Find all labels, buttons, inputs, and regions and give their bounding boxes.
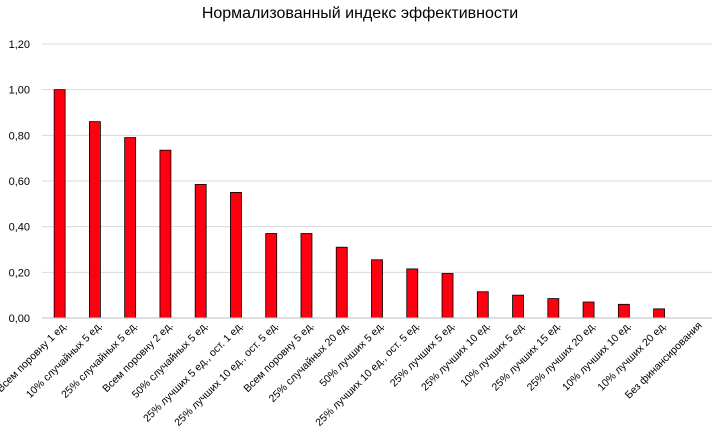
x-category-label: 25% лучших 5 ед. bbox=[388, 320, 458, 390]
x-axis-labels: Всем поровну 1 ед.10% случайных 5 ед.25%… bbox=[0, 320, 704, 429]
chart-title: Нормализованный индекс эффективности bbox=[202, 5, 518, 22]
bar bbox=[406, 268, 419, 319]
bar bbox=[441, 273, 454, 319]
bar bbox=[582, 301, 595, 319]
y-tick-label: 0,40 bbox=[9, 222, 30, 234]
bar bbox=[53, 89, 66, 319]
bar bbox=[512, 294, 524, 319]
y-tick-label: 1,20 bbox=[9, 39, 30, 51]
y-tick-label: 0,80 bbox=[9, 130, 30, 142]
bar bbox=[230, 192, 242, 319]
bars bbox=[53, 89, 666, 319]
bar bbox=[476, 291, 489, 319]
bar bbox=[124, 137, 137, 319]
x-category-label: 50% лучших 5 ед. bbox=[317, 320, 387, 390]
bar bbox=[159, 149, 172, 319]
bar bbox=[300, 233, 313, 319]
bar bbox=[547, 298, 560, 319]
bar bbox=[617, 303, 630, 319]
y-tick-label: 0,00 bbox=[9, 313, 30, 325]
bar bbox=[371, 259, 383, 319]
gridlines bbox=[42, 43, 712, 273]
bar bbox=[194, 184, 207, 319]
y-tick-label: 0,60 bbox=[9, 176, 30, 188]
bar bbox=[653, 308, 666, 319]
x-category-label: 10% лучших 5 ед. bbox=[458, 320, 528, 390]
y-tick-label: 0,20 bbox=[9, 267, 30, 279]
y-tick-label: 1,00 bbox=[9, 85, 30, 97]
y-axis-ticks: 0,00 0,20 0,40 0,60 0,80 1,00 1,20 bbox=[9, 39, 30, 325]
bar bbox=[88, 121, 101, 319]
bar bbox=[335, 246, 348, 319]
bar bbox=[265, 233, 278, 319]
